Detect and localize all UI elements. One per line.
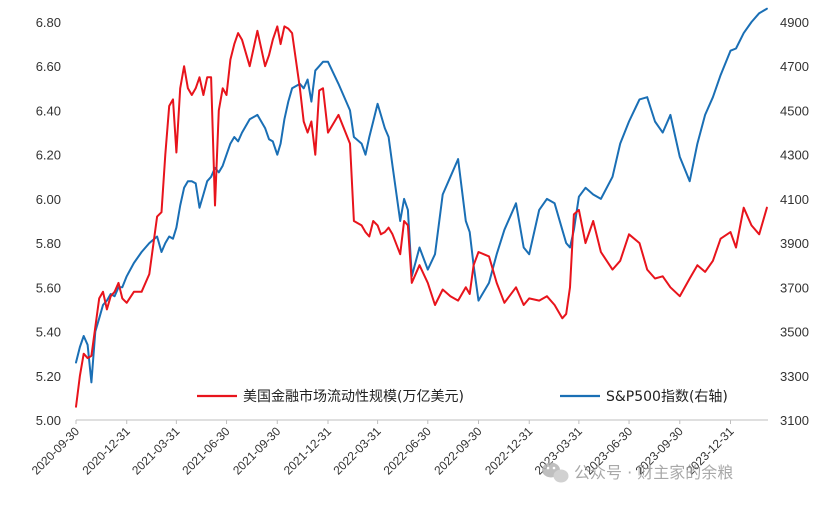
watermark-text: 公众号 · 财主家的余粮 [574, 463, 733, 482]
left-tick-label-4: 5.80 [36, 236, 61, 251]
right-tick-label-0: 3100 [780, 413, 809, 428]
left-tick-label-1: 5.20 [36, 369, 61, 384]
right-tick-label-4: 3900 [780, 236, 809, 251]
left-tick-label-9: 6.80 [36, 15, 61, 30]
x-tick-label-8: 2022-09-30 [431, 424, 485, 478]
series-line-liquidity [75, 25, 768, 408]
left-tick-label-3: 5.60 [36, 280, 61, 295]
x-tick-label-6: 2022-03-31 [330, 424, 384, 478]
left-tick-label-6: 6.20 [36, 148, 61, 163]
left-tick-label-2: 5.40 [36, 325, 61, 340]
series-layer [75, 7, 768, 408]
right-tick-label-9: 4900 [780, 15, 809, 30]
left-tick-label-7: 6.40 [36, 103, 61, 118]
x-tick-label-5: 2021-12-31 [281, 424, 335, 478]
watermark: 公众号 · 财主家的余粮 [542, 462, 733, 483]
wechat-icon [542, 462, 569, 483]
right-axis-ticks: 3100 3300 3500 3700 3900 4100 4300 4500 4700 4900 [780, 15, 809, 428]
right-tick-label-8: 4700 [780, 59, 809, 74]
x-tick-label-4: 2021-09-30 [230, 424, 284, 478]
left-axis-ticks: 5.00 5.20 5.40 5.60 5.80 6.00 6.20 6.40 6.60 6.80 [36, 15, 61, 428]
right-tick-label-7: 4500 [780, 103, 809, 118]
x-tick-label-1: 2020-12-31 [80, 424, 134, 478]
left-tick-label-0: 5.00 [36, 413, 61, 428]
left-tick-label-5: 6.00 [36, 192, 61, 207]
x-tick-label-9: 2022-12-31 [482, 424, 536, 478]
x-tick-label-7: 2022-06-30 [381, 424, 435, 478]
right-tick-label-5: 4100 [780, 192, 809, 207]
right-tick-label-6: 4300 [780, 148, 809, 163]
x-tick-label-2: 2021-03-31 [129, 424, 183, 478]
right-tick-label-1: 3300 [780, 369, 809, 384]
left-tick-label-8: 6.60 [36, 59, 61, 74]
right-tick-label-2: 3500 [780, 325, 809, 340]
legend: 美国金融市场流动性规模(万亿美元) S&P500指数(右轴) [197, 388, 728, 405]
legend-label-liquidity: 美国金融市场流动性规模(万亿美元) [243, 388, 464, 405]
series-line-sp500 [75, 7, 768, 384]
right-tick-label-3: 3700 [780, 280, 809, 295]
x-tick-label-0: 2020-09-30 [29, 424, 83, 478]
legend-label-sp500: S&P500指数(右轴) [606, 389, 728, 405]
x-tick-label-3: 2021-06-30 [179, 424, 233, 478]
